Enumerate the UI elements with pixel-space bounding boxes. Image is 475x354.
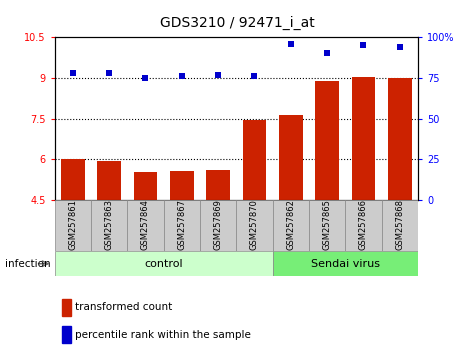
Bar xyxy=(200,200,237,251)
Bar xyxy=(206,170,230,200)
Text: percentile rank within the sample: percentile rank within the sample xyxy=(75,330,250,340)
Bar xyxy=(62,326,71,343)
Text: control: control xyxy=(144,259,183,269)
Text: GSM257866: GSM257866 xyxy=(359,199,368,250)
Bar xyxy=(163,200,200,251)
Point xyxy=(396,44,404,50)
Bar xyxy=(273,251,418,276)
Point xyxy=(360,42,367,48)
Text: GDS3210 / 92471_i_at: GDS3210 / 92471_i_at xyxy=(160,16,315,30)
Text: GSM257861: GSM257861 xyxy=(68,199,77,250)
Point xyxy=(142,75,149,81)
Bar xyxy=(279,115,303,200)
Text: GSM257862: GSM257862 xyxy=(286,199,295,250)
Point xyxy=(214,72,222,78)
Bar xyxy=(243,120,266,200)
Bar xyxy=(352,76,375,200)
Bar xyxy=(133,172,157,200)
Bar xyxy=(345,200,381,251)
Bar xyxy=(91,200,127,251)
Point xyxy=(323,51,331,56)
Text: GSM257863: GSM257863 xyxy=(104,199,114,250)
Text: GSM257867: GSM257867 xyxy=(177,199,186,250)
Point xyxy=(251,73,258,79)
Bar xyxy=(55,200,91,251)
Bar xyxy=(381,200,418,251)
Bar xyxy=(309,200,345,251)
Point xyxy=(178,73,186,79)
Text: infection: infection xyxy=(5,259,50,269)
Point xyxy=(287,41,294,46)
Text: GSM257870: GSM257870 xyxy=(250,199,259,250)
Text: GSM257865: GSM257865 xyxy=(323,199,332,250)
Bar xyxy=(97,161,121,200)
Text: Sendai virus: Sendai virus xyxy=(311,259,380,269)
Text: GSM257868: GSM257868 xyxy=(395,199,404,250)
Bar xyxy=(170,171,194,200)
Point xyxy=(105,70,113,76)
Bar xyxy=(55,251,273,276)
Bar xyxy=(61,159,85,200)
Bar xyxy=(127,200,163,251)
Text: GSM257869: GSM257869 xyxy=(214,199,223,250)
Point xyxy=(69,70,76,76)
Bar xyxy=(273,200,309,251)
Text: GSM257864: GSM257864 xyxy=(141,199,150,250)
Bar xyxy=(237,200,273,251)
Bar xyxy=(62,299,71,315)
Bar xyxy=(315,81,339,200)
Bar xyxy=(388,78,412,200)
Text: transformed count: transformed count xyxy=(75,302,172,312)
